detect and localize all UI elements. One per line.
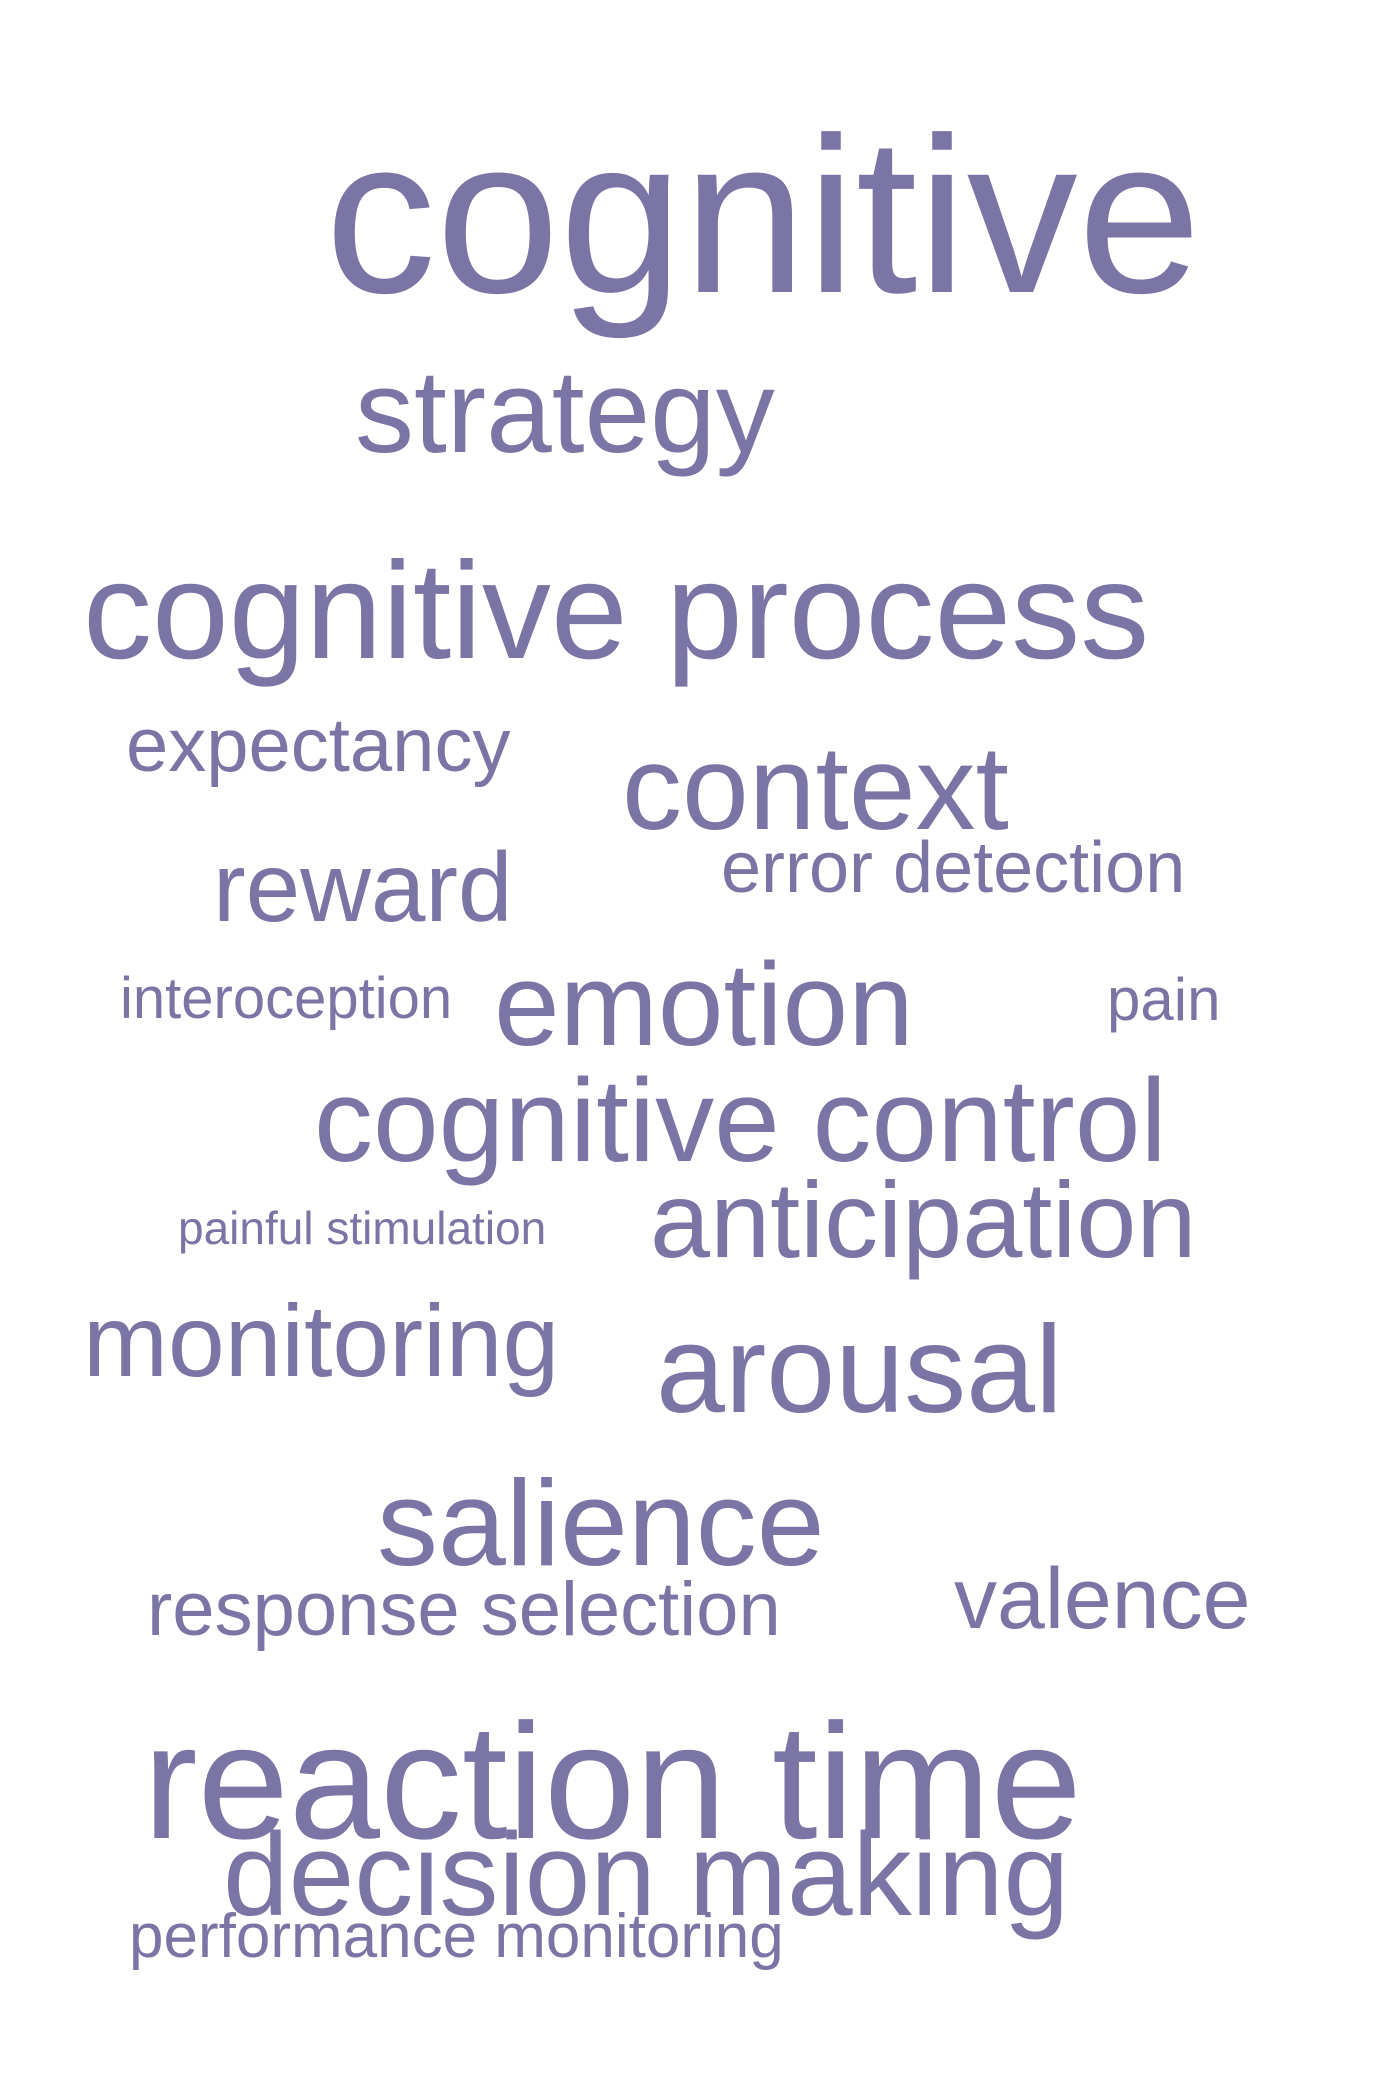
word-anticipation: anticipation bbox=[650, 1159, 1197, 1280]
word-reaction-time: reaction time bbox=[143, 1690, 1082, 1873]
word-expectancy: expectancy bbox=[126, 703, 511, 788]
word-pain: pain bbox=[1107, 966, 1221, 1033]
word-emotion: emotion bbox=[494, 939, 914, 1071]
word-error-detection: error detection bbox=[721, 828, 1186, 908]
word-cognitive-process: cognitive process bbox=[83, 534, 1150, 688]
word-decision-making: decision making bbox=[223, 1809, 1070, 1941]
word-context: context bbox=[622, 721, 1009, 855]
word-strategy: strategy bbox=[355, 346, 775, 478]
word-performance-monitoring: performance monitoring bbox=[129, 1902, 784, 1971]
word-salience: salience bbox=[377, 1455, 825, 1591]
word-response-selection: response selection bbox=[147, 1567, 781, 1652]
word-interoception: interoception bbox=[120, 966, 453, 1031]
word-reward: reward bbox=[213, 832, 513, 942]
word-valence: valence bbox=[954, 1551, 1251, 1647]
word-painful-stimulation: painful stimulation bbox=[178, 1202, 547, 1254]
word-cognitive-control: cognitive control bbox=[314, 1055, 1167, 1187]
word-monitoring: monitoring bbox=[83, 1284, 560, 1398]
word-arousal: arousal bbox=[656, 1301, 1063, 1439]
word-cognitive: cognitive bbox=[325, 92, 1202, 340]
